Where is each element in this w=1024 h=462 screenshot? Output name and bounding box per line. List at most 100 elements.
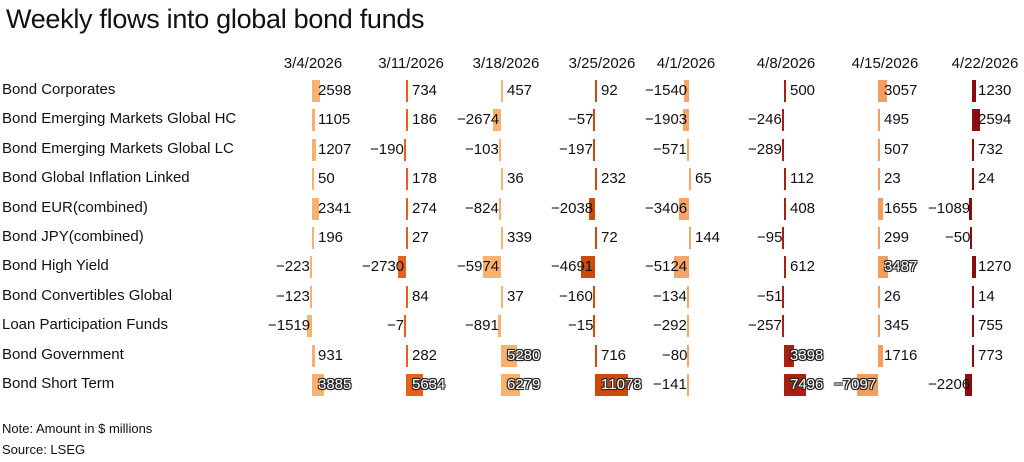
flow-value: 2341 (318, 199, 352, 217)
flow-value: −190 (370, 140, 404, 158)
flow-value: −123 (276, 287, 310, 305)
flow-bar (501, 374, 520, 396)
flow-value: 500 (790, 82, 816, 99)
flow-bar (784, 168, 786, 191)
flow-value: −4691 (551, 258, 594, 276)
flow-bar (683, 109, 689, 132)
flow-bar (406, 374, 423, 396)
flow-value: 1105 (318, 111, 351, 129)
flow-bar (595, 168, 597, 191)
flow-bar (782, 227, 784, 249)
flow-bar (406, 227, 408, 249)
row-label: Bond Government (2, 345, 124, 363)
flow-value: −1089 (928, 199, 971, 217)
flow-value: 2598 (318, 82, 352, 99)
flow-bar (687, 138, 689, 161)
chart-title: Weekly flows into global bond funds (6, 4, 425, 34)
flow-bar (878, 109, 880, 132)
flow-bar (595, 80, 597, 102)
flow-value: −95 (757, 229, 783, 246)
flow-value: 232 (601, 170, 627, 188)
flow-value: −197 (559, 140, 593, 158)
flow-value: −15 (568, 317, 594, 335)
flow-value: −1903 (645, 111, 688, 129)
flow-bar (406, 80, 409, 102)
flow-value: −50 (945, 229, 971, 246)
flow-bar (784, 80, 786, 102)
flow-bar (312, 168, 314, 191)
flow-bar (312, 109, 316, 132)
flow-value: 1716 (884, 346, 918, 364)
flow-bar (878, 256, 889, 279)
flow-value: 3057 (884, 82, 918, 99)
flow-bar (968, 197, 972, 220)
flow-bar (492, 109, 501, 132)
row-label: Bond High Yield (2, 257, 109, 275)
flow-bar (784, 344, 795, 367)
flow-value: 36 (507, 170, 524, 188)
flow-value: 457 (507, 82, 533, 99)
flow-bar (784, 374, 807, 396)
flow-value: 1230 (978, 82, 1012, 99)
flow-bar (972, 109, 980, 132)
flow-bar (678, 197, 689, 220)
flow-bar (687, 315, 689, 338)
column-header: 4/15/2026 (851, 55, 919, 72)
flow-value: −1519 (268, 317, 311, 335)
flow-value: −571 (653, 140, 687, 158)
flow-value: 27 (412, 229, 429, 246)
flow-bar (972, 80, 976, 102)
flow-bar (312, 374, 324, 396)
column-header: 4/1/2026 (656, 55, 716, 72)
flow-bar (684, 80, 689, 102)
flow-bar (498, 197, 501, 220)
flow-value: −2674 (457, 111, 500, 129)
flow-value: 408 (790, 199, 816, 217)
flow-value: 5634 (412, 376, 446, 393)
flow-bar (687, 374, 689, 396)
flow-value: −80 (662, 346, 688, 364)
flow-value: 26 (884, 287, 901, 305)
flow-bar (501, 285, 503, 308)
row-label: Bond Global Inflation Linked (2, 169, 190, 187)
flow-bar (965, 374, 972, 396)
flow-value: −2730 (362, 258, 405, 276)
flow-value: −57 (568, 111, 594, 129)
flow-bar (588, 197, 595, 220)
flow-bar (406, 197, 408, 220)
flow-bar (595, 227, 597, 249)
column-header: 3/4/2026 (283, 55, 343, 72)
flow-value: −160 (559, 287, 593, 305)
column-header: 3/25/2026 (568, 55, 636, 72)
flow-bar (687, 285, 689, 308)
flow-value: 6279 (507, 376, 541, 393)
column-header: 3/18/2026 (472, 55, 540, 72)
flow-bar (878, 138, 880, 161)
flow-bar (406, 344, 408, 367)
flow-value: 345 (884, 317, 910, 335)
flow-value: 92 (601, 82, 618, 99)
flow-bar (501, 168, 503, 191)
flow-value: 931 (318, 346, 344, 364)
flow-bar (593, 138, 595, 161)
flow-value: 339 (507, 229, 533, 246)
row-label: Bond EUR(combined) (2, 198, 148, 216)
flow-value: −103 (465, 140, 499, 158)
flow-value: −246 (748, 111, 782, 129)
flow-bar (593, 315, 595, 338)
flow-bar (580, 256, 595, 279)
flow-bar (856, 374, 878, 396)
flow-value: −824 (465, 199, 499, 217)
flow-value: −5124 (645, 258, 688, 276)
flow-value: 3885 (318, 376, 352, 393)
flow-value: 23 (884, 170, 901, 188)
flow-value: 1655 (884, 199, 918, 217)
flow-value: 84 (412, 287, 429, 305)
flow-bar (689, 227, 691, 249)
row-label: Bond JPY(combined) (2, 228, 144, 245)
flow-value: 612 (790, 258, 816, 276)
flow-bar (782, 138, 784, 161)
flow-value: 50 (318, 170, 335, 188)
flow-bar (312, 197, 320, 220)
flow-value: 144 (695, 229, 721, 246)
